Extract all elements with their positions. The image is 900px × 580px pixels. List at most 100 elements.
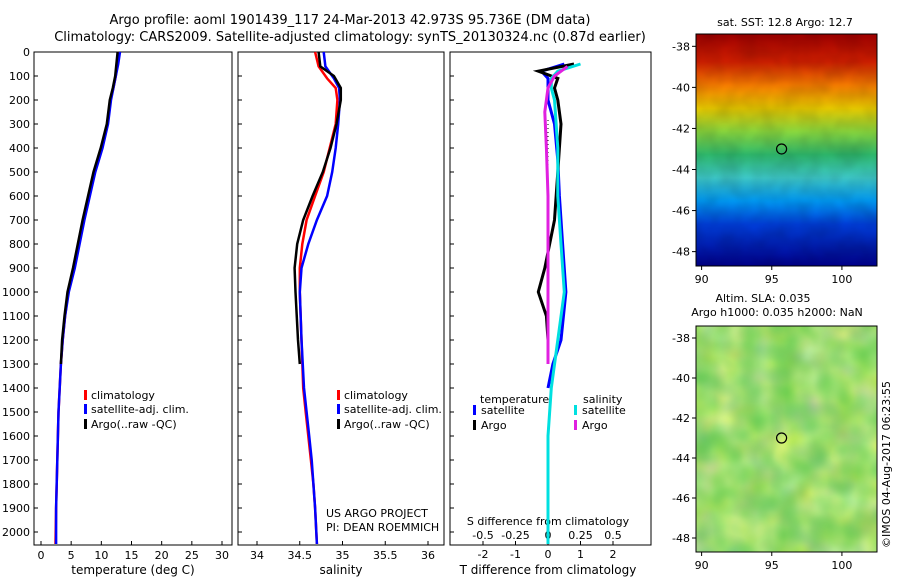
x-tick-label: 35 [336, 549, 350, 562]
x-tick-label: 34 [250, 549, 264, 562]
x-tick-label: 10 [94, 549, 108, 562]
lon-tick-label: 95 [765, 559, 779, 572]
lon-tick-label: 100 [831, 273, 852, 286]
legend-swatch [84, 419, 87, 429]
x-tick-label: 15 [125, 549, 139, 562]
y-tick-label: 800 [9, 238, 30, 251]
legend-swatch [337, 404, 340, 414]
legend-label: Argo [481, 419, 507, 432]
x-tick-label: 1 [577, 548, 584, 561]
lat-tick-label: -46 [672, 492, 690, 505]
y-tick-label: 1100 [2, 310, 30, 323]
credit-text: ©IMOS 04-Aug-2017 06:23:55 [880, 381, 893, 548]
x-top-tick-label: 0.5 [604, 529, 622, 542]
map-frame [695, 33, 878, 267]
map-frame [695, 325, 878, 553]
y-tick-label: 1600 [2, 430, 30, 443]
lat-tick-label: -40 [672, 81, 690, 94]
x-tick-label: 20 [155, 549, 169, 562]
x-top-tick-label: -0.5 [472, 529, 493, 542]
legend-label: climatology [91, 389, 155, 402]
lat-tick-label: -44 [672, 164, 690, 177]
x-tick-label: 36 [421, 549, 435, 562]
chart-title-line2: Climatology: CARS2009. Satellite-adjuste… [54, 30, 646, 45]
y-tick-label: 300 [9, 118, 30, 131]
legend-swatch [337, 390, 340, 400]
series-line-argo [59, 51, 119, 365]
y-tick-label: 1200 [2, 334, 30, 347]
salinity-axes-frame [237, 51, 445, 546]
legend-label: satellite-adj. clim. [344, 403, 442, 416]
x-axis-label: salinity [319, 563, 362, 577]
y-tick-label: 1500 [2, 406, 30, 419]
legend-label: satellite-adj. clim. [91, 403, 189, 416]
legend-label: Argo(..raw -QC) [344, 418, 430, 431]
series-line-argo [293, 51, 343, 365]
x-top-tick-label: 0.25 [568, 529, 593, 542]
x-tick-label: 30 [215, 549, 229, 562]
series-line-salinity-satellite [546, 62, 581, 544]
chart-title-line1: Argo profile: aoml 1901439_117 24-Mar-20… [109, 13, 591, 28]
legend-label: satellite [481, 404, 525, 417]
y-tick-label: 600 [9, 190, 30, 203]
y-tick-label: 1700 [2, 454, 30, 467]
legend-swatch [337, 419, 340, 429]
series-line-satellite-adj-clim- [298, 51, 342, 545]
float-location-marker [775, 432, 788, 444]
x-top-tick-label: -0.25 [501, 529, 529, 542]
series-line-climatology [298, 51, 339, 545]
lat-tick-label: -46 [672, 205, 690, 218]
x-tick-label: 5 [68, 549, 75, 562]
lon-tick-label: 100 [831, 559, 852, 572]
x-axis-label: T difference from climatology [459, 563, 637, 577]
x-tick-label: -2 [478, 548, 489, 561]
x-tick-label: 25 [185, 549, 199, 562]
x-tick-label: -1 [510, 548, 521, 561]
y-tick-label: 400 [9, 142, 30, 155]
lon-tick-label: 90 [695, 559, 709, 572]
lon-tick-label: 95 [765, 273, 779, 286]
series-line-salinity-argo [543, 65, 569, 364]
y-tick-label: 1300 [2, 358, 30, 371]
legend-label: climatology [344, 389, 408, 402]
y-tick-label: 500 [9, 166, 30, 179]
legend-swatch [84, 404, 87, 414]
y-tick-label: 0 [23, 46, 30, 59]
legend-swatch [574, 405, 577, 415]
temperature-axes-frame [33, 51, 233, 546]
legend-swatch [84, 390, 87, 400]
legend-label: Argo [582, 419, 608, 432]
y-tick-label: 900 [9, 262, 30, 275]
x-tick-label: 35.5 [373, 549, 398, 562]
annotation-project: US ARGO PROJECT [326, 507, 428, 520]
lat-tick-label: -48 [672, 246, 690, 259]
y-tick-label: 1000 [2, 286, 30, 299]
x-tick-label: 0 [545, 548, 552, 561]
legend-swatch [473, 405, 476, 415]
legend-swatch [574, 420, 577, 430]
legend-title-temperature: temperature [480, 393, 549, 406]
sla-map-title-line2: Argo h1000: 0.035 h2000: NaN [691, 306, 863, 319]
y-tick-label: 1900 [2, 502, 30, 515]
x-tick-label: 2 [610, 548, 617, 561]
x-axis-label: temperature (deg C) [71, 563, 194, 577]
x-tick-label: 34.5 [288, 549, 313, 562]
lat-tick-label: -44 [672, 452, 690, 465]
difference-axes-frame [449, 51, 652, 546]
y-tick-label: 2000 [2, 526, 30, 539]
lat-tick-label: -42 [672, 412, 690, 425]
annotation-pi: PI: DEAN ROEMMICH [326, 521, 439, 534]
sla-map-title-line1: Altim. SLA: 0.035 [715, 292, 810, 305]
x-tick-label: 0 [38, 549, 45, 562]
legend-label: satellite [582, 404, 626, 417]
lat-tick-label: -40 [672, 372, 690, 385]
sst-map-title: sat. SST: 12.8 Argo: 12.7 [717, 16, 853, 29]
float-location-marker [775, 143, 788, 155]
y-tick-label: 100 [9, 70, 30, 83]
lat-tick-label: -38 [672, 332, 690, 345]
lat-tick-label: -42 [672, 122, 690, 135]
lat-tick-label: -48 [672, 532, 690, 545]
legend-label: Argo(..raw -QC) [91, 418, 177, 431]
y-tick-label: 700 [9, 214, 30, 227]
legend-swatch [473, 420, 476, 430]
